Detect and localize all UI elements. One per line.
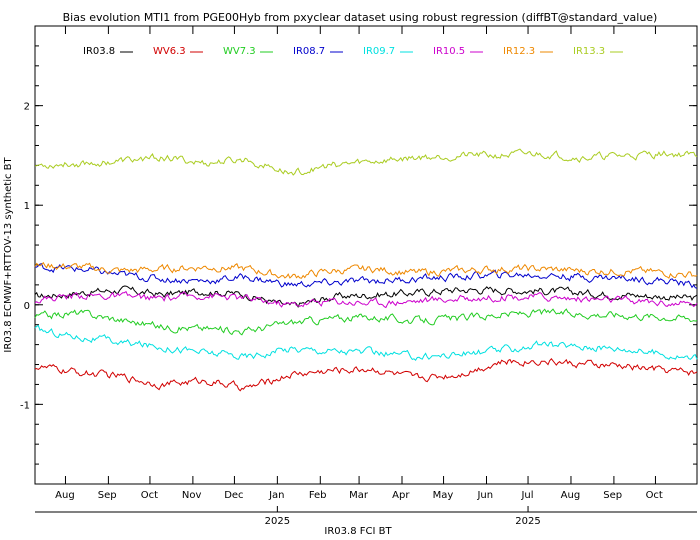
series-line-ir12.3 xyxy=(34,261,698,279)
x-tick-label: Aug xyxy=(561,490,581,501)
x-axis-years: 2025 2025 xyxy=(265,506,541,527)
x-tick-label: Jun xyxy=(476,490,493,501)
x-tick-label: Nov xyxy=(182,490,202,501)
x-tick-label: Mar xyxy=(349,490,369,501)
series-line-ir13.3 xyxy=(34,148,698,176)
x-tick-label: Aug xyxy=(55,490,75,501)
y-tick-label: -1 xyxy=(20,400,30,411)
plot-frame xyxy=(34,25,698,485)
y-tick-label: 2 xyxy=(24,102,30,113)
y-axis: -1 0 1 2 xyxy=(20,25,697,485)
series-line-ir03.8 xyxy=(34,285,698,309)
x-tick-label: Jul xyxy=(520,490,533,501)
legend-label: WV6.3 xyxy=(153,46,186,57)
y-axis-label: IR03.8 ECMWF+RTTOV-13 synthetic BT xyxy=(3,156,14,352)
y-tick-label: 1 xyxy=(24,201,30,212)
legend-label: IR13.3 xyxy=(573,46,605,57)
series-line-wv6.3 xyxy=(34,358,698,392)
series-lines xyxy=(34,148,698,392)
legend: IR03.8 WV6.3 WV7.3 IR08.7 IR09.7 IR10.5 IR12.3… xyxy=(83,46,623,57)
legend-label: IR09.7 xyxy=(363,46,395,57)
y-tick-label: 0 xyxy=(24,301,30,312)
chart-title: Bias evolution MTI1 from PGE00Hyb from p… xyxy=(63,11,658,24)
legend-label: IR08.7 xyxy=(293,46,325,57)
year-tick-label: 2025 xyxy=(515,516,540,527)
x-axis-label: IR03.8 FCI BT xyxy=(324,526,392,537)
series-line-wv7.3 xyxy=(34,308,698,336)
legend-label: IR12.3 xyxy=(503,46,535,57)
x-tick-label: May xyxy=(433,490,454,501)
x-axis-months: Aug Sep Oct Nov Dec Jan Feb Mar Apr May Jun Jul Aug S… xyxy=(55,26,663,501)
legend-label: IR03.8 xyxy=(83,46,115,57)
x-tick-label: Apr xyxy=(392,490,410,501)
legend-label: IR10.5 xyxy=(433,46,465,57)
series-line-ir10.5 xyxy=(34,290,698,309)
x-tick-label: Oct xyxy=(141,490,158,501)
x-tick-label: Sep xyxy=(98,490,117,501)
x-tick-label: Feb xyxy=(309,490,327,501)
legend-label: WV7.3 xyxy=(223,46,256,57)
x-tick-label: Dec xyxy=(224,490,243,501)
series-line-ir08.7 xyxy=(34,263,698,289)
x-tick-label: Jan xyxy=(268,490,284,501)
x-tick-label: Sep xyxy=(603,490,622,501)
series-line-ir09.7 xyxy=(34,324,698,361)
x-tick-label: Oct xyxy=(646,490,663,501)
year-tick-label: 2025 xyxy=(265,516,290,527)
